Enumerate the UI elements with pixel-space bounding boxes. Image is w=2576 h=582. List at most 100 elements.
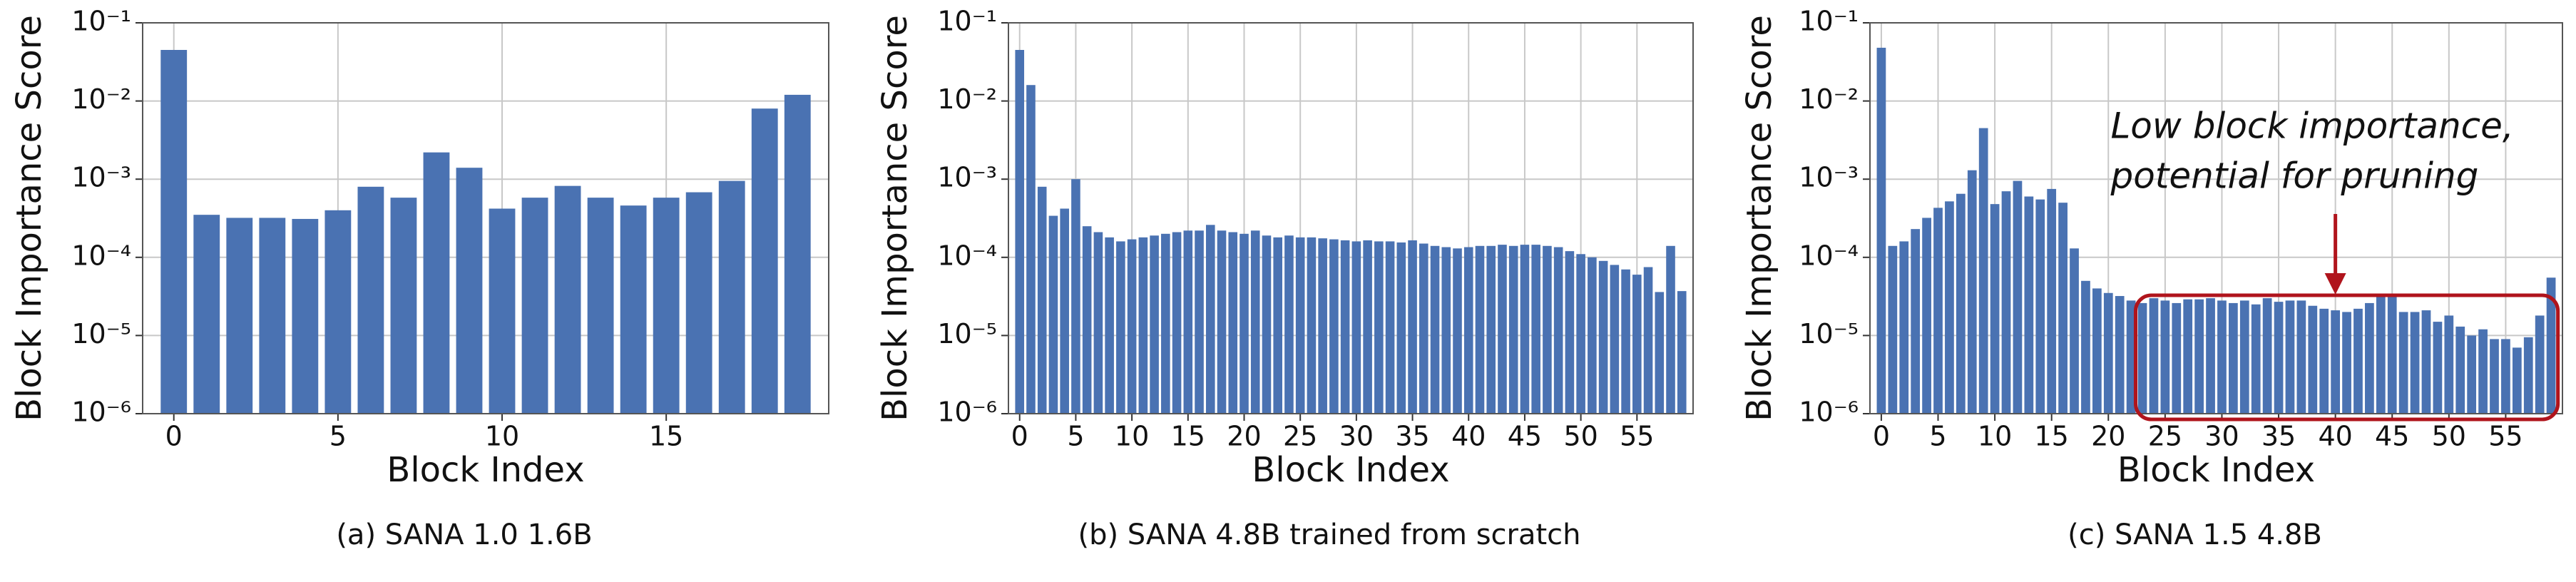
- bar: [1978, 128, 1988, 414]
- x-axis-label: Block Index: [387, 450, 584, 490]
- bar: [1240, 233, 1249, 414]
- bar: [1922, 218, 1931, 414]
- bar: [1217, 230, 1227, 414]
- caption: (b) SANA 4.8B trained from scratch: [1078, 519, 1580, 551]
- bar: [2092, 288, 2102, 414]
- annotation: potential for pruning: [2110, 155, 2478, 197]
- bar: [751, 108, 778, 414]
- bar: [1385, 241, 1395, 414]
- bar: [2455, 326, 2465, 414]
- bar: [2024, 196, 2034, 414]
- bar: [2365, 302, 2374, 414]
- x-tick-label: 10: [1115, 421, 1149, 452]
- annotation: Low block importance,: [2110, 106, 2513, 147]
- bar: [1284, 235, 1294, 414]
- bar: [160, 50, 188, 414]
- y-tick-label: 10⁻³: [1799, 162, 1859, 193]
- bar: [2274, 302, 2284, 414]
- x-tick-label: 45: [1508, 421, 1542, 452]
- x-tick-label: 55: [1620, 421, 1654, 452]
- bar: [1508, 245, 1518, 414]
- bar: [2512, 347, 2522, 414]
- x-tick-label: 30: [1339, 421, 1374, 452]
- bar: [1486, 245, 1496, 414]
- x-tick-label: 0: [1011, 421, 1028, 452]
- bar: [489, 208, 516, 414]
- x-tick-label: 0: [165, 421, 183, 452]
- x-tick-label: 35: [1395, 421, 1429, 452]
- axes-frame: [1869, 22, 2563, 414]
- bar: [1116, 241, 1125, 414]
- bar: [1945, 201, 1954, 414]
- bar: [718, 180, 745, 414]
- y-tick-label: 10⁻¹: [1799, 6, 1859, 37]
- bar: [1911, 229, 1921, 414]
- bar: [1520, 245, 1530, 414]
- x-tick-label: 25: [2148, 421, 2182, 452]
- bar: [2387, 296, 2397, 414]
- y-tick-label: 10⁻³: [71, 162, 131, 193]
- y-tick-label: 10⁻⁵: [1799, 318, 1859, 349]
- bar: [1037, 186, 1047, 414]
- bar: [2490, 339, 2499, 414]
- x-tick-label: 5: [1929, 421, 1946, 452]
- x-tick-label: 45: [2375, 421, 2409, 452]
- bar: [1205, 225, 1215, 414]
- bar: [2081, 280, 2090, 414]
- bar: [1138, 237, 1148, 414]
- y-axis-label: Block Importance Score: [875, 15, 915, 422]
- bar: [1565, 251, 1575, 414]
- bar: [1498, 245, 1507, 414]
- x-tick-label: 55: [2488, 421, 2523, 452]
- bar: [423, 152, 450, 414]
- x-tick-label: 35: [2261, 421, 2296, 452]
- bar: [1621, 269, 1630, 414]
- x-tick-label: 20: [2091, 421, 2125, 452]
- bar: [390, 198, 417, 414]
- bar: [1598, 260, 1608, 414]
- annotation-box: [2133, 293, 2560, 422]
- x-tick-label: 5: [1067, 421, 1084, 452]
- bar: [2535, 315, 2545, 414]
- bar: [1161, 233, 1170, 414]
- bar: [2239, 300, 2249, 414]
- bar: [1666, 245, 1675, 414]
- bar: [1150, 235, 1159, 414]
- y-tick-label: 10⁻⁴: [1799, 240, 1859, 271]
- bar: [784, 94, 811, 414]
- bar: [1082, 226, 1092, 414]
- x-tick-label: 15: [2035, 421, 2069, 452]
- bar: [1329, 239, 1339, 414]
- bar: [1408, 240, 1417, 414]
- bar: [2478, 329, 2488, 414]
- axes-frame: [1008, 22, 1694, 414]
- bar: [1273, 237, 1282, 414]
- bar: [2194, 299, 2204, 414]
- y-tick-label: 10⁻¹: [937, 6, 997, 37]
- bar: [1351, 241, 1361, 414]
- bar: [1933, 208, 1943, 414]
- bar: [2331, 310, 2341, 414]
- y-tick-label: 10⁻⁶: [71, 397, 131, 428]
- bar: [1588, 257, 1597, 414]
- x-tick-label: 30: [2204, 421, 2239, 452]
- y-tick-label: 10⁻⁴: [71, 240, 131, 271]
- bar: [1396, 242, 1406, 414]
- x-tick-label: 0: [1873, 421, 1890, 452]
- bar: [587, 198, 614, 414]
- axes-frame: [142, 22, 829, 414]
- bar: [1610, 265, 1620, 414]
- caption: (c) SANA 1.5 4.8B: [2068, 519, 2322, 551]
- bar: [2319, 308, 2329, 414]
- bar: [2137, 302, 2147, 414]
- y-axis-label: Block Importance Score: [9, 15, 49, 422]
- y-tick-label: 10⁻⁴: [937, 240, 997, 271]
- y-tick-label: 10⁻⁵: [937, 318, 997, 349]
- bar: [1015, 50, 1025, 414]
- bar: [2410, 312, 2420, 414]
- bar: [1876, 47, 1886, 414]
- y-tick-label: 10⁻⁵: [71, 318, 131, 349]
- bar: [2183, 299, 2193, 414]
